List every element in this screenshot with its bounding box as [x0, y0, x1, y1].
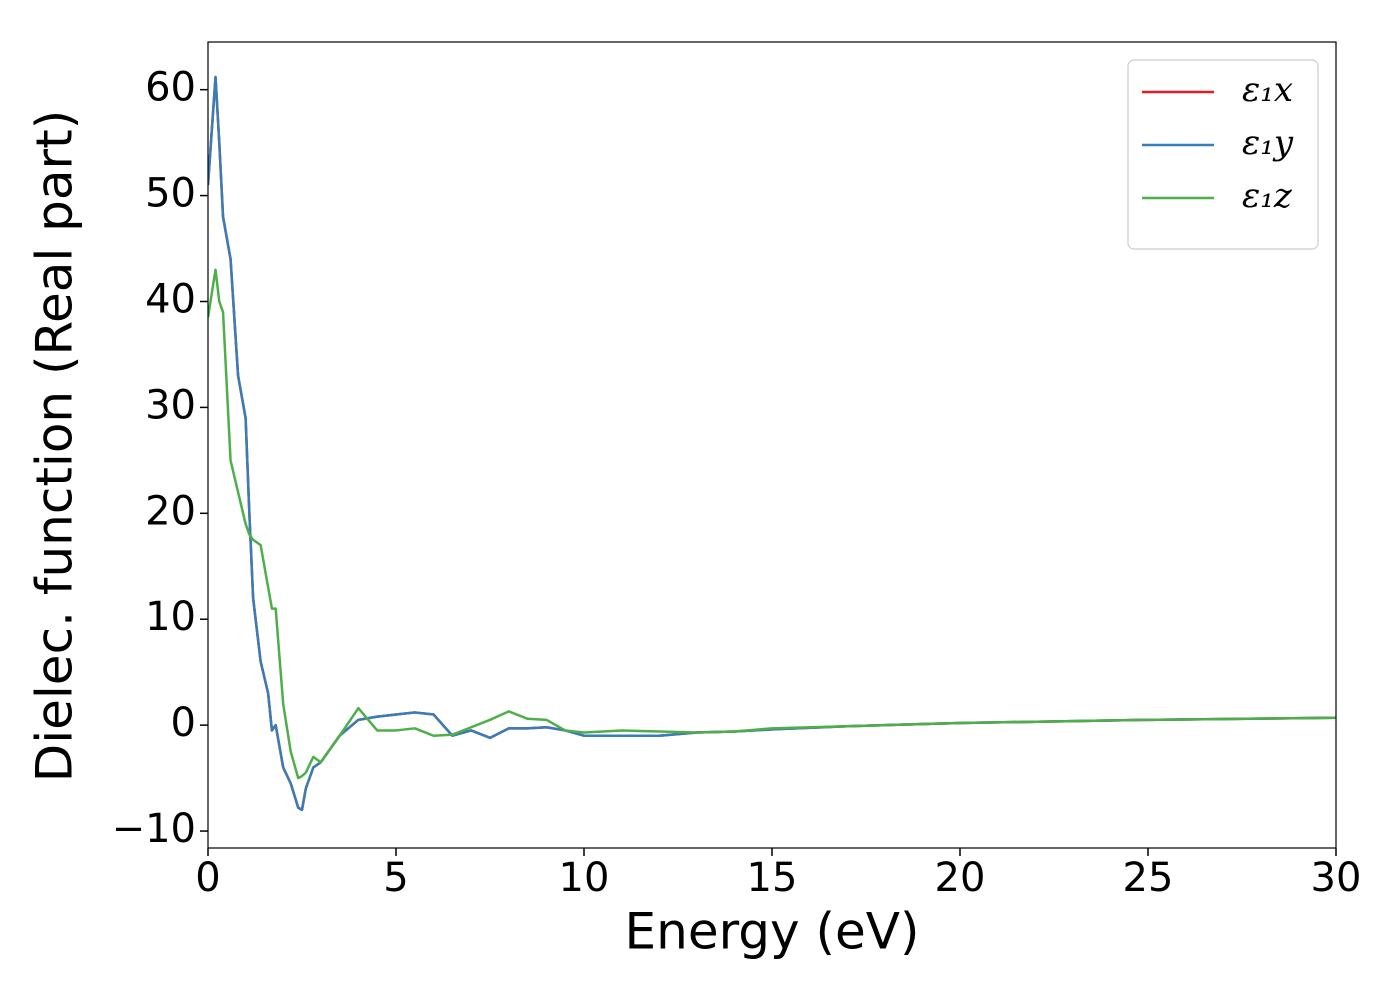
- y-tick-label: 40: [145, 276, 196, 322]
- plot-frame: [207, 41, 1337, 849]
- line-series: [208, 75, 1336, 812]
- y-tick-label: 10: [145, 594, 196, 640]
- x-tick-label: 25: [1123, 855, 1174, 901]
- line-series: [208, 268, 1336, 780]
- y-tick-label: −10: [112, 806, 196, 852]
- legend-label: ε₁x: [1242, 70, 1293, 110]
- legend-box: [1127, 59, 1319, 250]
- x-tick-label: 0: [195, 855, 220, 901]
- legend-label: ε₁y: [1242, 123, 1294, 163]
- y-tick-label: 30: [145, 382, 196, 428]
- legend-label: ε₁z: [1242, 176, 1293, 216]
- x-tick-label: 20: [935, 855, 986, 901]
- y-tick-label: 50: [145, 171, 196, 217]
- x-tick-label: 10: [559, 855, 610, 901]
- x-tick-label: 15: [747, 855, 798, 901]
- y-tick-label: 20: [145, 488, 196, 534]
- y-axis-label: Dielec. function (Real part): [26, 110, 84, 782]
- x-tick-label: 30: [1311, 855, 1362, 901]
- y-tick-label: 60: [145, 65, 196, 111]
- x-axis-label: Energy (eV): [625, 903, 920, 961]
- y-tick-label: 0: [171, 700, 196, 746]
- x-tick-label: 5: [383, 855, 408, 901]
